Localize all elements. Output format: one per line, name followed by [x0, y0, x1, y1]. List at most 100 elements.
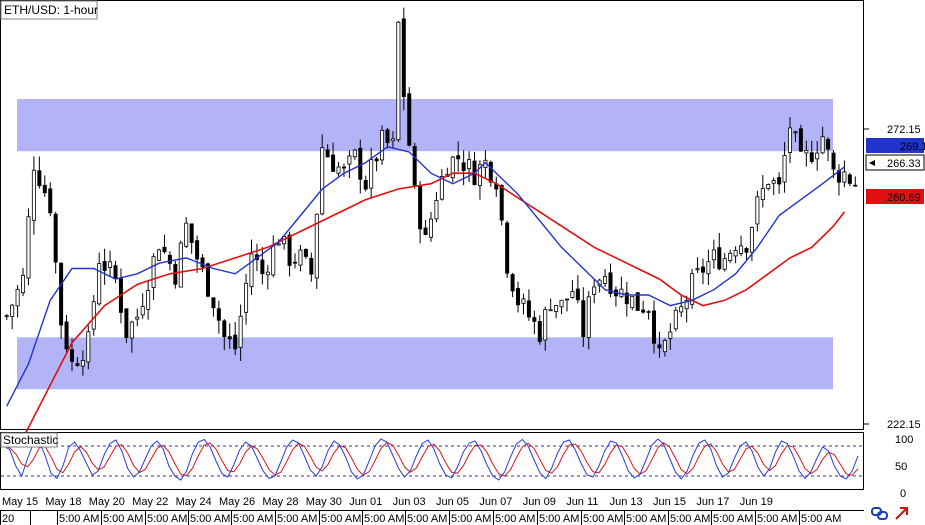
candle-up: [26, 216, 31, 279]
price-label-upper: 272.15: [887, 124, 921, 136]
candle-up: [265, 271, 270, 276]
candle-up: [249, 253, 254, 288]
candle-down: [635, 292, 640, 311]
candle-down: [293, 261, 298, 264]
date-label: May 20: [89, 496, 125, 508]
candle-down: [809, 152, 814, 162]
candle-up: [679, 306, 684, 313]
candle-up: [151, 256, 156, 288]
candle-down: [124, 308, 129, 339]
stochastic-level-50: 50: [895, 461, 907, 473]
candles-layer: [4, 7, 858, 376]
candle-down: [287, 234, 292, 266]
candle-down: [113, 265, 118, 279]
candle-down: [532, 317, 537, 322]
candle-down: [102, 261, 107, 271]
candle-down: [401, 18, 406, 98]
candle-down: [793, 131, 798, 134]
candle-down: [195, 240, 200, 260]
support-zone: [17, 337, 833, 390]
ma-fast-badge-bg: [866, 138, 924, 153]
candle-up: [434, 200, 439, 220]
candle-up: [684, 299, 689, 310]
date-label: Jun 11: [566, 496, 598, 508]
date-label: Jun 19: [740, 496, 773, 508]
symbol-title: ETH/USD: 1-hour: [4, 3, 98, 17]
candle-up: [662, 340, 667, 353]
time-label: 5:00 AM: [670, 513, 710, 525]
candle-up: [695, 268, 700, 271]
date-label: May 24: [176, 496, 212, 508]
candle-down: [423, 227, 428, 235]
time-label: 5:00 AM: [59, 513, 99, 525]
date-label: May 26: [219, 496, 255, 508]
candle-down: [575, 288, 580, 301]
candle-up: [570, 290, 575, 298]
ma-fast-badge-value: 269.18: [900, 141, 925, 153]
candle-down: [510, 274, 515, 292]
symbol-title-box: [0, 0, 98, 20]
candle-up: [586, 296, 591, 338]
candle-up: [690, 273, 695, 305]
candle-down: [205, 263, 210, 297]
candle-up: [146, 290, 151, 310]
time-label: 5:00 AM: [103, 513, 143, 525]
candle-down: [624, 292, 629, 305]
candle-up: [722, 258, 727, 270]
candle-down: [303, 249, 308, 257]
candle-up: [31, 169, 36, 221]
time-axis: 20 5:00 AM 5:00 AM 5:00 AM 5:00 AM 5:00 AM 5:0…: [0, 510, 864, 525]
candle-up: [314, 213, 319, 279]
candle-down: [358, 147, 363, 180]
stochastic-level-0: 0: [900, 488, 906, 500]
date-label: Jun 15: [653, 496, 686, 508]
candle-down: [581, 300, 586, 338]
candle-down: [200, 257, 205, 268]
date-label: Jun 13: [610, 496, 643, 508]
time-label: 5:00 AM: [626, 513, 666, 525]
candle-down: [189, 223, 194, 243]
candle-up: [733, 249, 738, 257]
candle-up: [646, 311, 651, 313]
candle-up: [244, 282, 249, 313]
link-icon[interactable]: [871, 507, 888, 520]
date-label: May 18: [45, 496, 81, 508]
current-price-marker-icon: [869, 160, 875, 166]
candle-up: [352, 149, 357, 158]
candle-up: [396, 21, 401, 141]
candle-up: [336, 166, 341, 174]
candle-down: [75, 363, 80, 366]
candle-down: [233, 334, 238, 350]
candle-down: [505, 222, 510, 274]
diagonal-arrow-icon[interactable]: [895, 507, 908, 520]
candle-down: [385, 129, 390, 144]
current-price-badge-bg: [865, 154, 925, 171]
candle-down: [717, 247, 722, 270]
stochastic-label: Stochastic: [3, 433, 58, 447]
date-label: Jun 17: [696, 496, 729, 508]
candle-down: [798, 128, 803, 152]
candle-up: [271, 244, 276, 276]
stochastic-label-box: [0, 432, 58, 448]
candle-up: [711, 249, 716, 261]
date-label: May 28: [262, 496, 298, 508]
candle-down: [260, 259, 265, 275]
candle-up: [369, 159, 374, 189]
candle-up: [782, 155, 787, 183]
ma-slow-badge: 260.69: [866, 189, 924, 204]
candle-down: [162, 246, 167, 253]
candle-up: [728, 252, 733, 262]
candle-up: [603, 276, 608, 284]
candle-up: [238, 315, 243, 348]
price-axis: 272.15 269.18 266.33 260.69 222.15: [864, 124, 925, 431]
candle-up: [521, 298, 526, 304]
candle-down: [537, 321, 542, 342]
date-label: Jun 05: [436, 496, 469, 508]
candle-up: [129, 321, 134, 339]
time-label: 5:00 AM: [451, 513, 491, 525]
candle-down: [4, 315, 9, 318]
candle-down: [526, 300, 531, 318]
time-label: 5:00 AM: [757, 513, 797, 525]
candle-up: [390, 138, 395, 142]
